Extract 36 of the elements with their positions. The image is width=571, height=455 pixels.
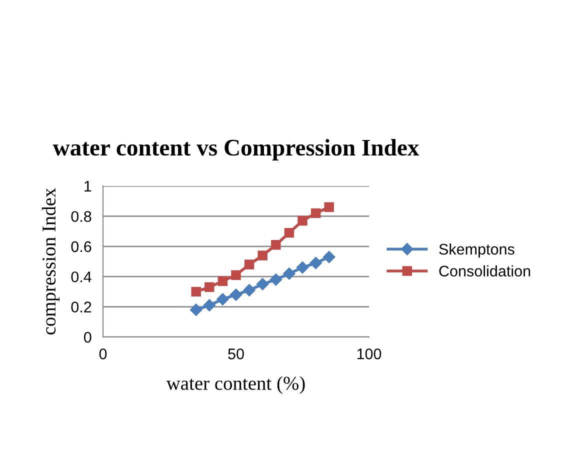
y-tick-label: 1	[84, 181, 92, 192]
point	[310, 256, 322, 270]
x-tick-label: 100	[357, 348, 382, 360]
legend-label: Skemptons	[439, 243, 514, 258]
point	[203, 299, 216, 312]
point	[244, 260, 254, 270]
point	[298, 216, 308, 226]
point	[204, 282, 214, 292]
point	[191, 286, 201, 297]
point	[283, 267, 296, 280]
point	[230, 288, 242, 301]
point	[216, 293, 229, 306]
chart-title: water content vs Compression Index	[52, 139, 420, 160]
x-axis-title: water content (%)	[166, 376, 305, 394]
x-tick-label: 50	[228, 348, 244, 360]
legend-label: Consolidation	[439, 265, 530, 277]
y-tick-label: 0.4	[71, 271, 92, 282]
point	[271, 240, 281, 250]
point	[190, 304, 202, 316]
point	[324, 202, 334, 212]
point	[310, 208, 321, 218]
point	[296, 261, 309, 274]
point	[284, 228, 294, 238]
point	[323, 250, 336, 264]
y-tick-label: 0.6	[71, 241, 92, 252]
point	[231, 270, 241, 280]
y-tick-label: 0	[84, 332, 92, 343]
y-axis-title: compression Index	[42, 188, 60, 334]
point	[258, 250, 268, 260]
point	[270, 274, 282, 286]
y-tick-label: 0.8	[71, 211, 92, 222]
x-tick-label: 0	[99, 348, 107, 360]
y-tick-label: 0.2	[71, 302, 92, 312]
point	[218, 276, 228, 286]
point	[256, 278, 269, 290]
point	[243, 284, 256, 296]
